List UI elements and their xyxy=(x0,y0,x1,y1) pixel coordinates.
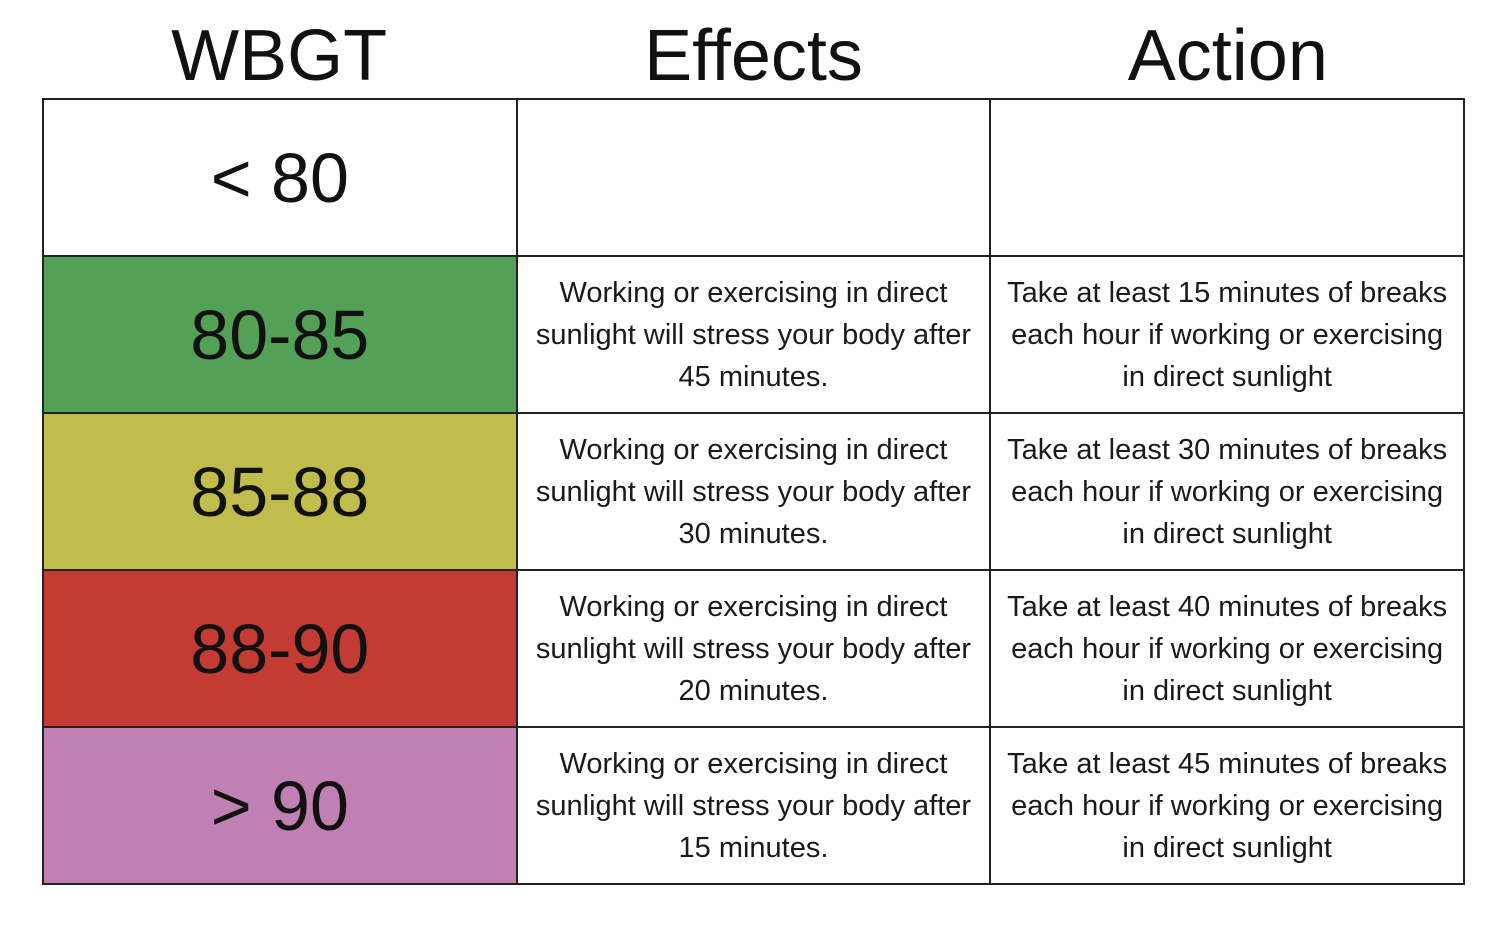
table-header-row: WBGT Effects Action xyxy=(42,14,1465,98)
header-wbgt: WBGT xyxy=(171,16,388,96)
effects-cell: Working or exercising in direct sunlight… xyxy=(515,726,992,885)
action-cell: Take at least 30 minutes of breaks each … xyxy=(989,412,1465,571)
range-cell: > 90 xyxy=(42,726,518,885)
table-row: < 80 xyxy=(42,98,1465,257)
effects-cell: Working or exercising in direct sunlight… xyxy=(515,569,992,728)
range-cell: 80-85 xyxy=(42,255,518,414)
action-cell: Take at least 40 minutes of breaks each … xyxy=(989,569,1465,728)
action-cell: Take at least 15 minutes of breaks each … xyxy=(989,255,1465,414)
range-cell: 85-88 xyxy=(42,412,518,571)
range-cell: < 80 xyxy=(42,98,518,257)
table-row: 80-85 Working or exercising in direct su… xyxy=(42,255,1465,414)
action-cell xyxy=(989,98,1465,257)
wbgt-table: < 80 80-85 Working or exercising in dire… xyxy=(42,98,1465,885)
table-row: 88-90 Working or exercising in direct su… xyxy=(42,569,1465,728)
effects-cell: Working or exercising in direct sunlight… xyxy=(515,412,992,571)
action-cell: Take at least 45 minutes of breaks each … xyxy=(989,726,1465,885)
effects-cell: Working or exercising in direct sunlight… xyxy=(515,255,992,414)
header-effects: Effects xyxy=(644,16,863,96)
range-cell: 88-90 xyxy=(42,569,518,728)
effects-cell xyxy=(515,98,992,257)
table-row: > 90 Working or exercising in direct sun… xyxy=(42,726,1465,885)
table-row: 85-88 Working or exercising in direct su… xyxy=(42,412,1465,571)
header-action: Action xyxy=(1127,16,1328,96)
